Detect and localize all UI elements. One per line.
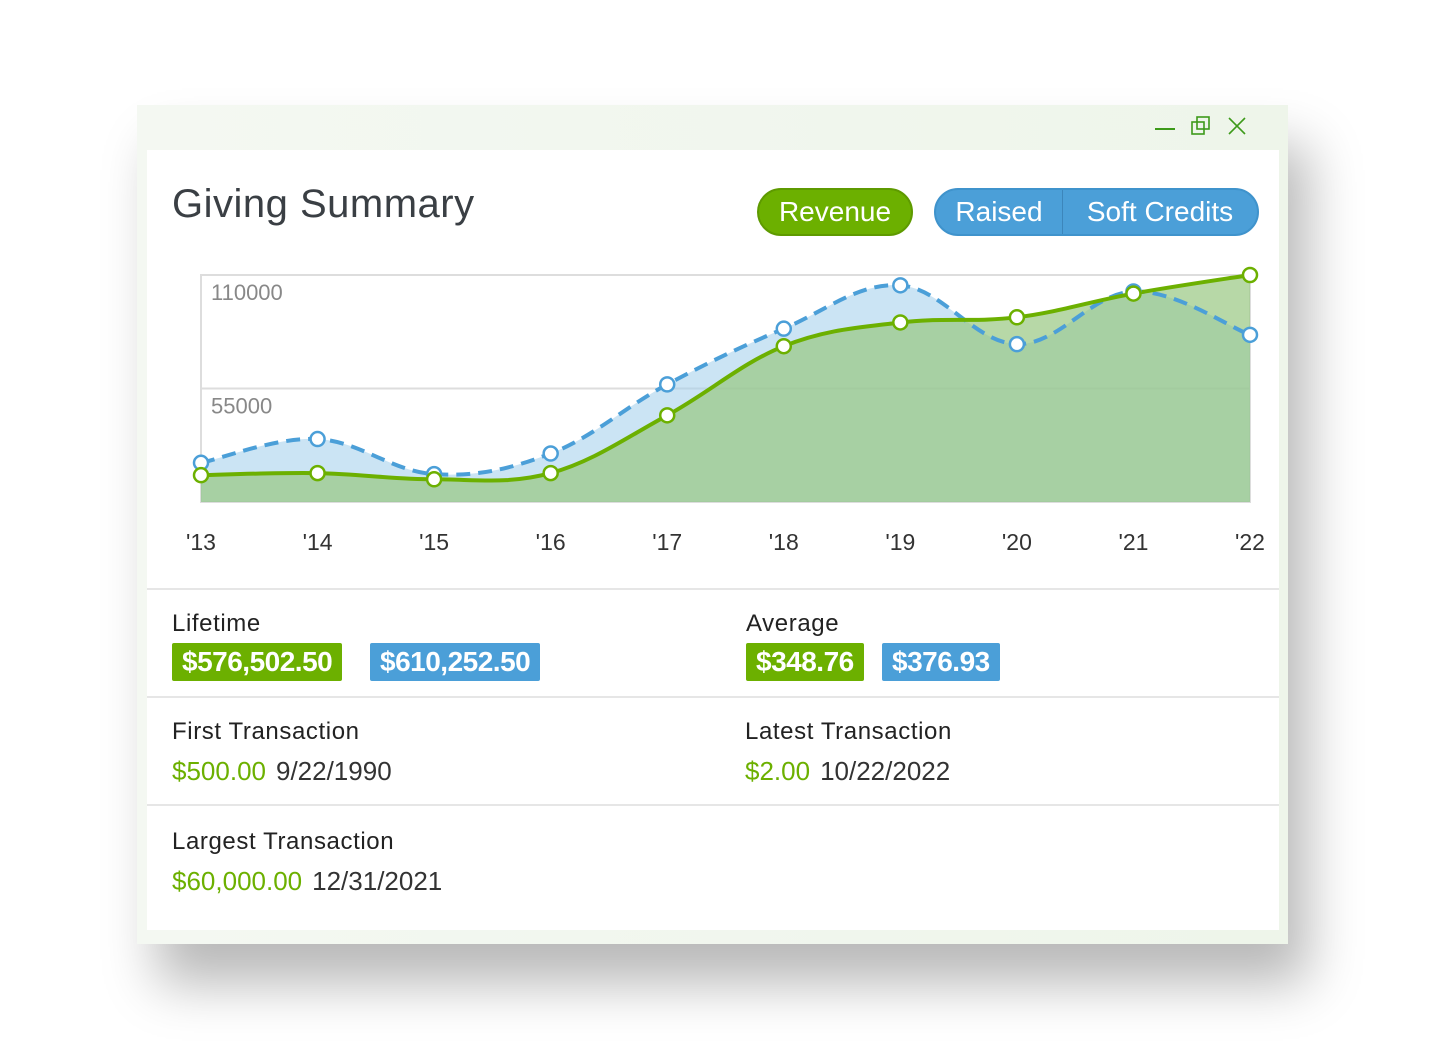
minimize-icon[interactable]	[1154, 115, 1176, 137]
y-tick-label: 55000	[211, 394, 272, 419]
latest-transaction-value: $2.00 10/22/2022	[745, 756, 950, 787]
average-revenue-badge: $348.76	[746, 643, 864, 681]
lifetime-average-section: Lifetime $576,502.50 $610,252.50 Average…	[147, 588, 1279, 698]
raised-button[interactable]: Raised	[936, 190, 1063, 234]
raised-point	[775, 320, 793, 337]
x-tick-label: '18	[769, 529, 799, 555]
raised-point	[309, 430, 326, 448]
revenue-toggle-button[interactable]: Revenue	[757, 188, 913, 236]
revenue-point	[192, 466, 210, 484]
revenue-point	[775, 337, 793, 355]
latest-transaction-amount: $2.00	[745, 756, 811, 786]
x-tick-label: '16	[536, 529, 566, 555]
latest-transaction-label: Latest Transaction	[745, 718, 952, 745]
revenue-point	[425, 471, 443, 488]
raised-point	[1008, 335, 1026, 353]
average-label: Average	[746, 610, 840, 637]
largest-transaction-section: Largest Transaction $60,000.00 12/31/2021	[147, 804, 1279, 930]
lifetime-revenue-badge: $576,502.50	[172, 643, 343, 681]
average-raised-badge: $376.93	[882, 643, 1000, 681]
first-transaction-date: 9/22/1990	[275, 756, 392, 786]
revenue-point	[1008, 309, 1026, 326]
first-transaction-value: $500.00 9/22/1990	[172, 756, 392, 787]
lifetime-raised-badge: $610,252.50	[370, 643, 541, 681]
revenue-point	[658, 407, 676, 424]
raised-point	[1241, 326, 1259, 344]
revenue-point	[542, 464, 559, 482]
transactions-section: First Transaction $500.00 9/22/1990 Lates…	[147, 696, 1279, 806]
y-tick-label: 110000	[211, 280, 283, 305]
revenue-line	[200, 273, 1251, 483]
revenue-point	[309, 464, 326, 482]
raised-point	[542, 445, 559, 462]
revenue-area-overlay	[201, 275, 1250, 502]
largest-transaction-label: Largest Transaction	[172, 828, 395, 855]
x-tick-label: '15	[419, 529, 449, 555]
revenue-point	[1241, 266, 1259, 284]
largest-transaction-amount: $60,000.00	[172, 866, 303, 896]
window-controls	[1154, 115, 1248, 137]
first-transaction-amount: $500.00	[172, 756, 266, 786]
raised-softcredits-toggle: Raised Soft Credits	[934, 188, 1259, 236]
x-tick-label: '20	[1002, 529, 1032, 555]
revenue-point	[1125, 285, 1142, 302]
revenue-point	[892, 314, 909, 331]
x-tick-label: '22	[1235, 529, 1265, 555]
x-tick-label: '13	[186, 529, 216, 555]
largest-transaction-date: 12/31/2021	[312, 866, 443, 896]
giving-chart: 110000 55000 '13 '14 '15 '16 '17 '18 '19 '20 '21 '2…	[186, 266, 1265, 555]
x-tick-label: '17	[652, 529, 682, 555]
raised-line	[200, 283, 1251, 477]
raised-point	[892, 277, 909, 294]
x-tick-label: '19	[885, 529, 915, 555]
first-transaction-label: First Transaction	[172, 718, 360, 745]
latest-transaction-date: 10/22/2022	[820, 756, 951, 786]
summary-card: Giving Summary Revenue Raised Soft Credi…	[147, 150, 1279, 930]
raised-point	[658, 376, 676, 393]
lifetime-label: Lifetime	[172, 610, 261, 637]
largest-transaction-value: $60,000.00 12/31/2021	[172, 866, 442, 897]
soft-credits-button[interactable]: Soft Credits	[1086, 196, 1234, 227]
x-tick-label: '14	[303, 529, 333, 555]
close-icon[interactable]	[1226, 115, 1248, 137]
x-tick-label: '21	[1118, 529, 1148, 555]
page-title: Giving Summary	[172, 182, 475, 226]
giving-summary-window: Giving Summary Revenue Raised Soft Credi…	[137, 105, 1288, 944]
revenue-area	[201, 275, 1250, 502]
restore-icon[interactable]	[1190, 115, 1212, 137]
